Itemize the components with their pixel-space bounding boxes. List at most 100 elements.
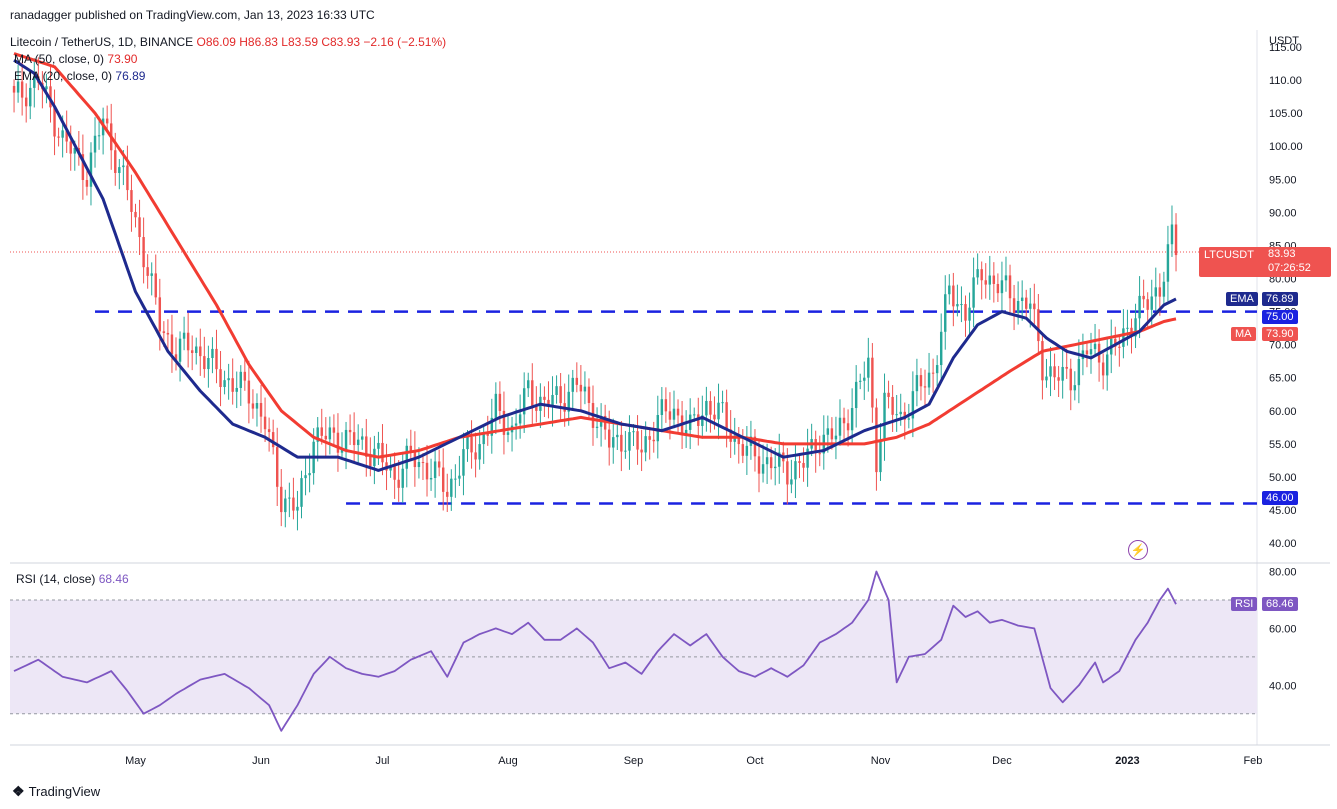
candle-body bbox=[93, 135, 97, 153]
candle-body bbox=[263, 416, 267, 430]
candle-body bbox=[219, 369, 222, 388]
candle-body bbox=[778, 452, 781, 467]
candle-body bbox=[830, 428, 834, 440]
candle-body bbox=[972, 277, 975, 308]
symbol-legend[interactable]: Litecoin / TetherUS, 1D, BINANCE O86.09 … bbox=[10, 35, 446, 49]
price-tick-label: 105.00 bbox=[1269, 108, 1303, 120]
candle-body bbox=[899, 411, 902, 415]
candle-body bbox=[146, 267, 149, 276]
candle-body bbox=[1101, 362, 1105, 376]
candle-body bbox=[802, 462, 805, 468]
candle-body bbox=[794, 461, 797, 480]
candle-body bbox=[1126, 327, 1129, 329]
candle-body bbox=[518, 414, 522, 424]
candle-body bbox=[97, 135, 101, 137]
candle-body bbox=[65, 130, 68, 142]
candle-body bbox=[531, 380, 534, 406]
candle-body bbox=[846, 423, 850, 431]
candle-body bbox=[567, 391, 570, 412]
candle-body bbox=[482, 434, 485, 445]
price-tag-value: 83.93 bbox=[1268, 248, 1296, 260]
candle-body bbox=[24, 97, 28, 107]
candle-body bbox=[227, 378, 230, 381]
candle-body bbox=[170, 334, 174, 355]
candle-body bbox=[324, 435, 328, 440]
candle-body bbox=[195, 346, 198, 353]
candle-body bbox=[575, 377, 579, 385]
price-tick-label: 55.00 bbox=[1269, 439, 1297, 451]
tradingview-footer[interactable]: ❖ TradingView bbox=[12, 783, 100, 800]
candle-body bbox=[676, 408, 680, 416]
candle-body bbox=[142, 237, 145, 268]
candle-body bbox=[1045, 376, 1048, 381]
candle-body bbox=[215, 348, 218, 370]
ema-tag-name: EMA bbox=[1226, 292, 1258, 306]
candle-body bbox=[624, 450, 627, 452]
candle-body bbox=[620, 434, 623, 452]
candle-body bbox=[745, 445, 749, 456]
candle-body bbox=[668, 411, 672, 420]
candle-body bbox=[628, 432, 631, 451]
candle-body bbox=[867, 357, 870, 378]
candle-body bbox=[328, 427, 332, 440]
candle-body bbox=[1053, 366, 1056, 378]
candle-body bbox=[551, 394, 554, 407]
ma-tag-name: MA bbox=[1231, 327, 1256, 341]
candle-body bbox=[166, 332, 170, 335]
candle-body bbox=[765, 457, 769, 465]
candle-body bbox=[559, 386, 562, 404]
rsi-tag-name: RSI bbox=[1231, 597, 1258, 611]
candle-body bbox=[462, 449, 465, 476]
candle-body bbox=[292, 497, 295, 511]
time-tick-label: May bbox=[125, 755, 146, 767]
candle-body bbox=[587, 386, 591, 404]
candle-body bbox=[907, 418, 911, 420]
candle-body bbox=[535, 405, 538, 411]
ma-legend[interactable]: MA (50, close, 0) 73.90 bbox=[14, 52, 137, 66]
rsi-tick-label: 60.00 bbox=[1269, 623, 1297, 635]
publisher-line: ranadagger published on TradingView.com,… bbox=[10, 8, 375, 22]
candle-body bbox=[231, 378, 234, 392]
candle-body bbox=[996, 283, 1000, 294]
candle-body bbox=[1061, 366, 1064, 381]
high-value: H86.83 bbox=[239, 35, 278, 49]
candle-body bbox=[1174, 224, 1178, 256]
candle-body bbox=[377, 442, 380, 449]
candle-body bbox=[267, 429, 271, 433]
rsi-legend[interactable]: RSI (14, close) 68.46 bbox=[16, 572, 129, 586]
candle-body bbox=[1025, 297, 1028, 309]
rsi-tick-label: 40.00 bbox=[1269, 680, 1297, 692]
ma-legend-label: MA (50, close, 0) bbox=[14, 52, 105, 66]
candle-body bbox=[1065, 366, 1068, 369]
candle-body bbox=[356, 439, 360, 446]
candle-body bbox=[863, 377, 866, 381]
candle-body bbox=[203, 356, 206, 370]
candle-body bbox=[891, 396, 894, 415]
symbol-name: Litecoin / TetherUS, 1D, BINANCE bbox=[10, 35, 194, 49]
candle-body bbox=[729, 429, 732, 442]
candle-body bbox=[1170, 224, 1174, 245]
candle-body bbox=[1150, 296, 1153, 310]
candle-body bbox=[454, 478, 457, 480]
candle-body bbox=[939, 331, 943, 366]
candle-body bbox=[255, 403, 259, 409]
candle-body bbox=[883, 392, 886, 442]
candle-body bbox=[474, 452, 477, 460]
candle-body bbox=[976, 269, 979, 278]
candle-body bbox=[838, 417, 842, 436]
candle-body bbox=[73, 147, 76, 154]
candle-body bbox=[288, 497, 291, 499]
candle-body bbox=[786, 461, 789, 485]
lightning-icon[interactable]: ⚡ bbox=[1128, 540, 1148, 560]
candle-body bbox=[401, 468, 404, 488]
candle-body bbox=[57, 136, 60, 138]
candle-body bbox=[437, 461, 441, 468]
candle-body bbox=[583, 386, 587, 392]
price-tick-label: 50.00 bbox=[1269, 472, 1297, 484]
candle-body bbox=[33, 76, 36, 88]
candle-body bbox=[1114, 338, 1117, 347]
price-tick-label: 110.00 bbox=[1269, 75, 1302, 87]
ema-legend[interactable]: EMA (20, close, 0) 76.89 bbox=[14, 69, 145, 83]
candle-body bbox=[235, 387, 238, 392]
